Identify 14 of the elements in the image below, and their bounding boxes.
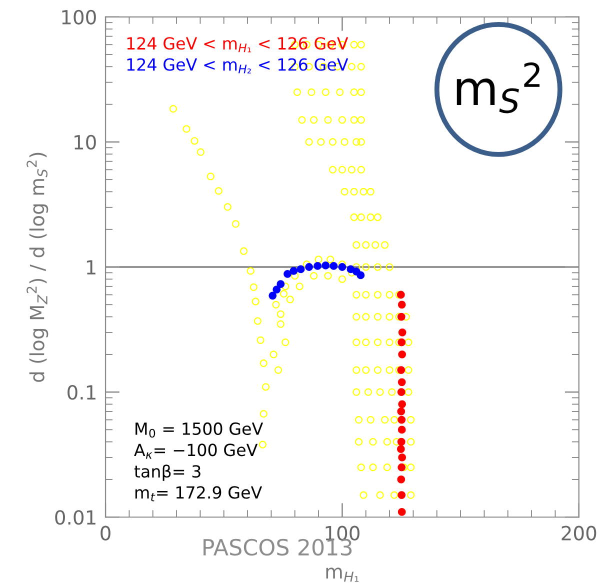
y-tick-label: 0.01 [55, 510, 96, 525]
y-tick-label: 100 [62, 10, 96, 25]
text: PASCOS 2013 [204, 538, 352, 556]
y-axis-title: d (log M$_{Z}$$^{2}$) / d (log m$_{S}$$^{2}$) [26, 152, 48, 382]
x-axis-title: m$_{H₁}$ [326, 568, 359, 582]
y-tick-label: 1 [86, 260, 96, 274]
text: 124 GeV < m$_{H₂}$ < 126 GeV [127, 58, 348, 74]
text: M$_{0}$ = 1500 GeV A$_{κ}$= −100 GeV tanβ= 3 m$_{t}$= 172.9 GeV [134, 422, 264, 502]
annotation: m$_{S}$$^{2}$ [456, 62, 540, 114]
x-tick-label: 0 [100, 526, 110, 541]
x-tick-label: 100 [326, 526, 360, 541]
y-tick-label: 10 [74, 134, 96, 150]
x-tick-label: 200 [562, 526, 596, 541]
y-tick-label: 0.1 [68, 385, 96, 400]
